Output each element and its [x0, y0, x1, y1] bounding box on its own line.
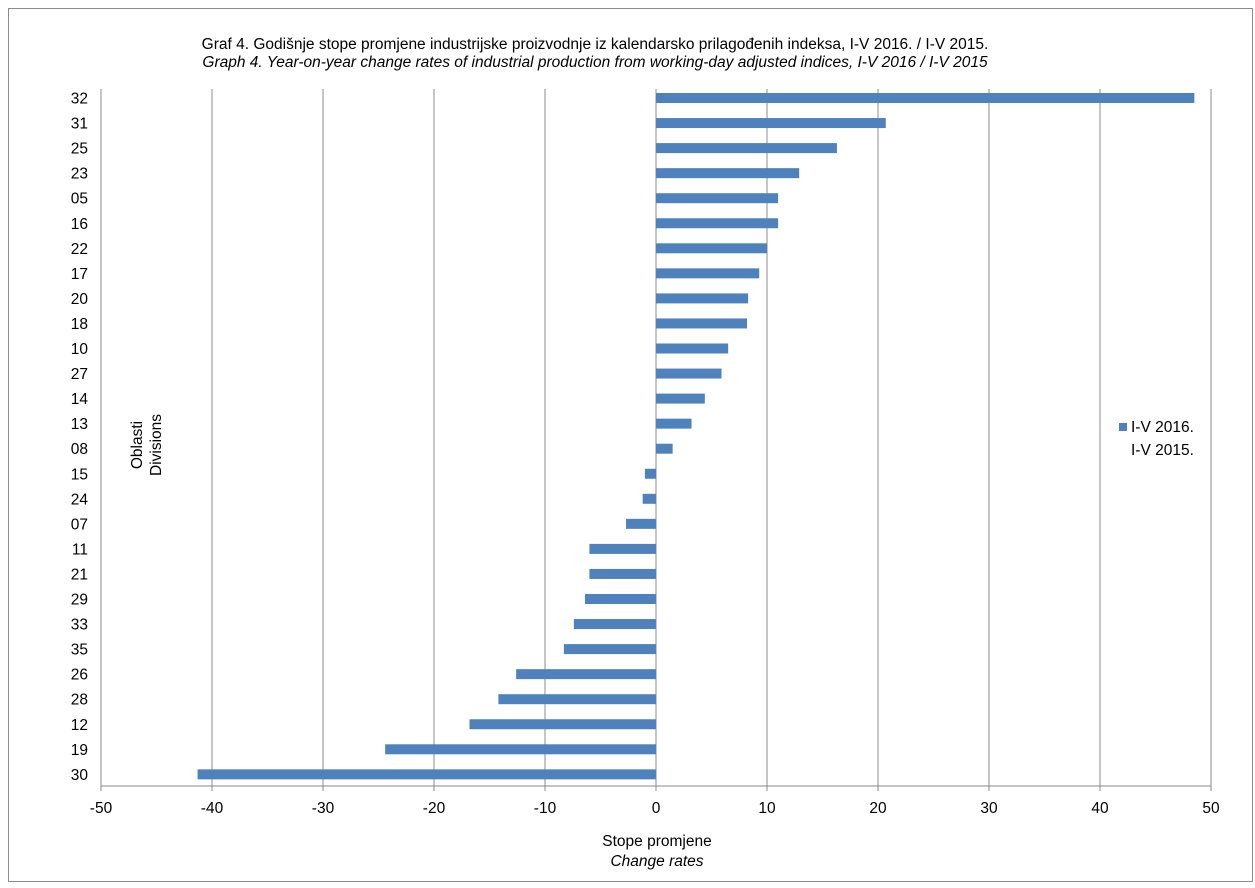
bar-11	[589, 543, 656, 554]
bar-08	[656, 443, 673, 454]
bar-10	[656, 343, 729, 354]
bar-31	[656, 118, 886, 129]
y-tick-label: 28	[71, 692, 88, 709]
bar-16	[656, 218, 779, 229]
bar-27	[656, 368, 722, 379]
y-tick-label: 11	[72, 541, 88, 558]
bar-14	[656, 393, 705, 404]
y-tick-label: 32	[71, 91, 88, 108]
bar-12	[469, 719, 656, 730]
y-tick-label: 22	[71, 241, 88, 258]
y-tick-label: 18	[71, 316, 88, 333]
y-tick-label: 17	[71, 266, 88, 283]
bar-22	[656, 243, 767, 254]
y-tick-label: 30	[71, 767, 89, 784]
bar-25	[656, 143, 837, 154]
y-tick-label: 31	[71, 116, 88, 133]
x-tick-label: -10	[534, 800, 557, 817]
y-tick-label: 13	[71, 416, 88, 433]
bar-18	[656, 318, 748, 329]
x-tick-label: 10	[758, 800, 776, 817]
chart-frame: Graf 4. Godišnje stope promjene industri…	[8, 8, 1253, 882]
x-tick-label: -50	[90, 800, 113, 817]
y-tick-label: 27	[71, 366, 88, 383]
bar-17	[656, 268, 760, 279]
y-tick-label: 26	[71, 667, 88, 684]
bar-13	[656, 418, 692, 429]
bar-26	[516, 669, 656, 680]
y-tick-label: 25	[71, 141, 88, 158]
y-tick-label: 10	[71, 341, 89, 358]
bar-32	[656, 93, 1195, 103]
y-tick-labels: 32 31 25 23 05 16 22 17 20 18 10 27 14 13 08 15 24 07 11 21…	[71, 91, 89, 784]
bar-chart: Graf 4. Godišnje stope promjene industri…	[71, 36, 1220, 870]
y-tick-label: 07	[71, 516, 88, 533]
chart-subtitle: Graph 4. Year-on-year change rates of in…	[202, 54, 988, 71]
bar-21	[589, 568, 656, 579]
y-axis-label-en: Divisions	[148, 414, 165, 476]
legend: I-V 2016. I-V 2015.	[1119, 419, 1194, 459]
y-axis-label: Oblasti	[129, 421, 146, 469]
y-tick-label: 23	[71, 166, 88, 183]
bar-30	[197, 769, 656, 780]
y-tick-label: 05	[71, 191, 88, 208]
x-tick-label: 0	[652, 800, 661, 817]
y-tick-label: 15	[71, 466, 88, 483]
y-tick-label: 19	[71, 742, 88, 759]
chart-title: Graf 4. Godišnje stope promjene industri…	[202, 36, 989, 53]
legend-swatch	[1119, 423, 1127, 431]
x-tick-labels: -50 -40 -30 -20 -10 0 10 20 30 40 50	[90, 786, 1220, 817]
bar-24	[642, 493, 656, 504]
legend-entry-1: I-V 2016.	[1131, 419, 1194, 436]
x-tick-label: -20	[423, 800, 446, 817]
x-axis-label: Stope promjene	[602, 833, 711, 850]
y-tick-label: 20	[71, 291, 89, 308]
y-tick-label: 35	[71, 642, 88, 659]
x-tick-label: -40	[201, 800, 224, 817]
y-tick-label: 29	[71, 592, 88, 609]
y-tick-label: 14	[71, 391, 89, 408]
bar-29	[584, 594, 656, 604]
bar-28	[498, 694, 656, 705]
bar-35	[563, 644, 656, 655]
x-tick-label: 50	[1202, 800, 1220, 817]
bar-20	[656, 293, 749, 304]
y-tick-label: 21	[71, 566, 88, 583]
x-tick-label: 40	[1091, 800, 1109, 817]
bar-05	[656, 193, 779, 204]
bars	[197, 93, 1195, 780]
y-tick-label: 33	[71, 617, 88, 634]
bar-33	[573, 619, 656, 630]
legend-entry-2: I-V 2015.	[1131, 442, 1194, 459]
x-tick-label: -30	[312, 800, 335, 817]
bar-15	[644, 468, 656, 479]
bar-19	[385, 744, 656, 755]
y-tick-label: 24	[71, 491, 89, 508]
gridlines	[100, 89, 1212, 786]
bar-23	[656, 168, 800, 179]
x-tick-label: 20	[869, 800, 887, 817]
y-tick-label: 12	[71, 717, 88, 734]
x-tick-label: 30	[980, 800, 998, 817]
x-axis-label-en: Change rates	[610, 853, 703, 870]
bar-07	[626, 518, 656, 529]
y-tick-label: 16	[71, 216, 88, 233]
y-tick-label: 08	[71, 441, 88, 458]
